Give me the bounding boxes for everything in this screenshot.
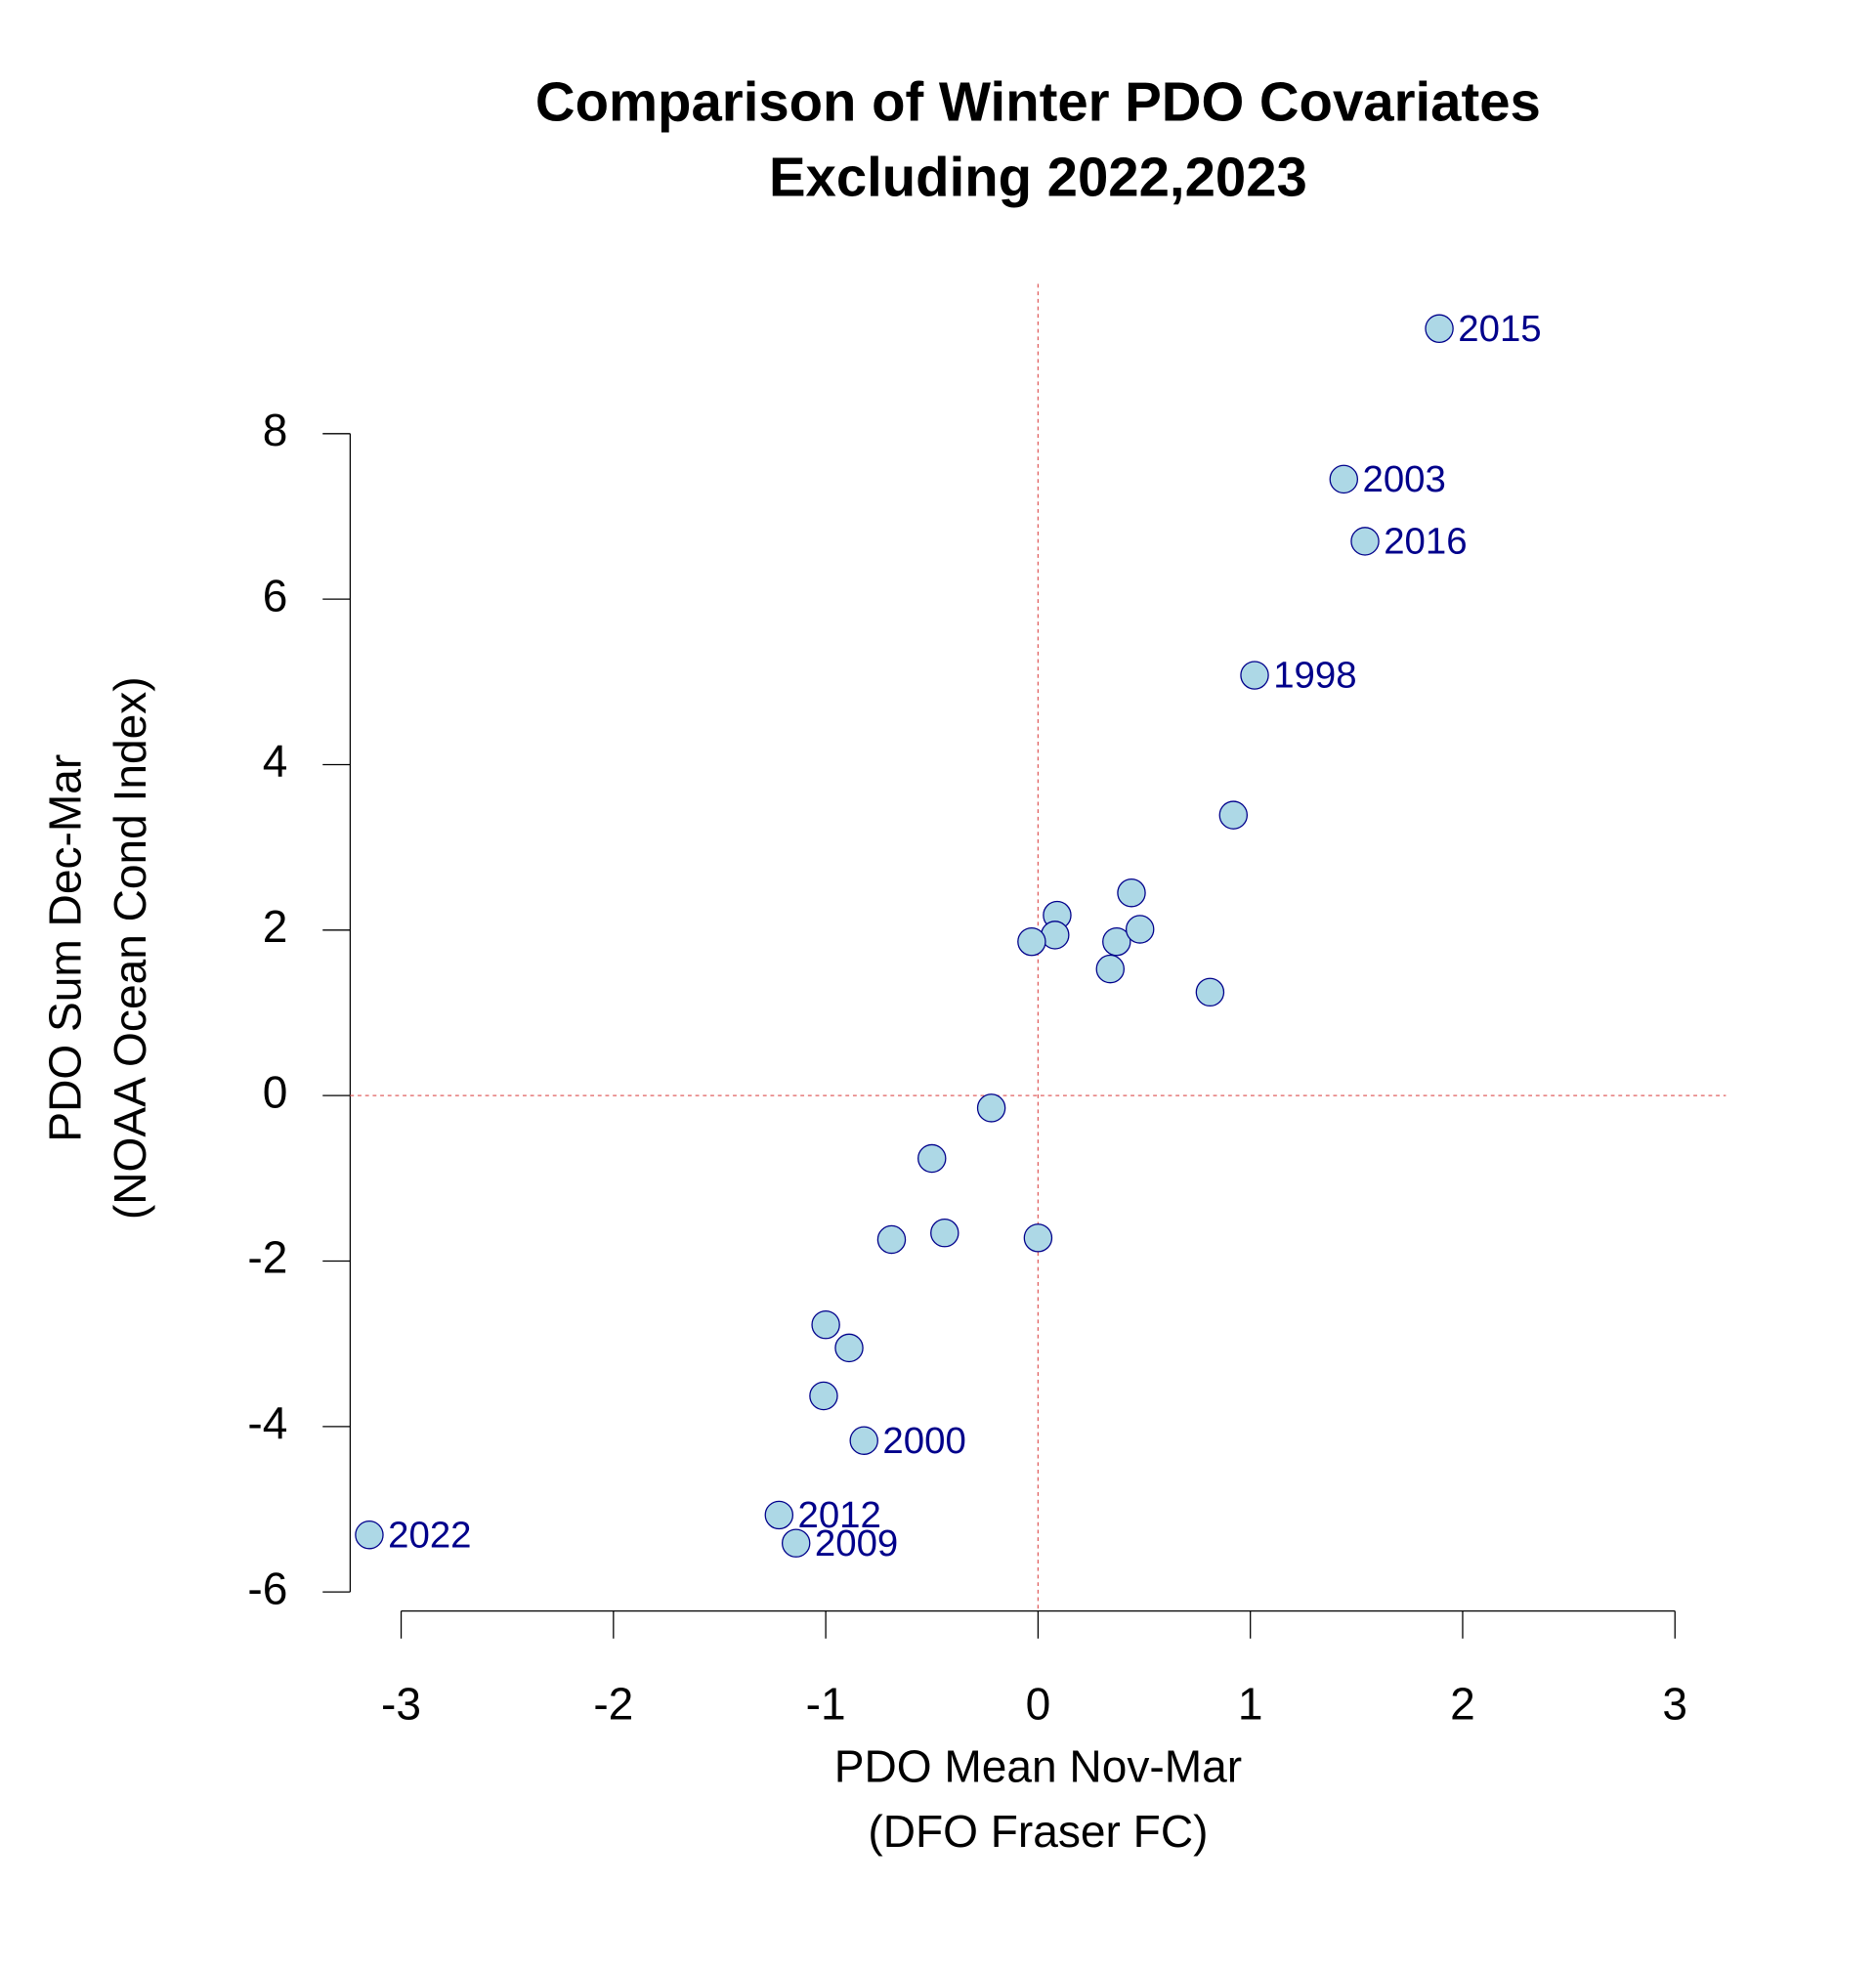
point (781, 1528, 811, 1558)
point-label: 2012 (798, 1494, 881, 1536)
point (1023, 1223, 1053, 1253)
x-tick-label: 3 (1662, 1678, 1687, 1729)
y-tick-label: 4 (263, 736, 288, 787)
point (764, 1500, 794, 1530)
y-axis-title: PDO Sum Dec-Mar (40, 754, 91, 1142)
point (1195, 977, 1225, 1007)
x-tick-label: -2 (593, 1678, 633, 1729)
x-axis-title: (DFO Fraser FC) (868, 1806, 1208, 1857)
point (1117, 878, 1146, 908)
x-tick-label: 0 (1026, 1678, 1051, 1729)
point (930, 1218, 959, 1248)
chart-subtitle: Excluding 2022,2023 (769, 146, 1307, 207)
point (355, 1520, 384, 1550)
point (834, 1333, 864, 1363)
y-axis-title: (NOAA Ocean Cond Index) (105, 676, 155, 1220)
y-tick-label: -2 (247, 1232, 287, 1283)
x-tick-label: 2 (1450, 1678, 1475, 1729)
point (1095, 954, 1125, 984)
point (1218, 800, 1249, 830)
point-label: 2003 (1362, 458, 1445, 500)
y-tick-label: -6 (247, 1563, 287, 1613)
point-label: 2022 (388, 1514, 471, 1556)
y-tick-label: 8 (263, 405, 288, 455)
chart-title: Comparison of Winter PDO Covariates (535, 71, 1541, 133)
y-tick-label: 2 (263, 901, 288, 952)
point (1425, 314, 1454, 344)
point (849, 1426, 878, 1455)
point (1102, 926, 1131, 957)
point (1017, 926, 1046, 957)
y-tick-label: -4 (247, 1397, 287, 1448)
x-tick-label: -3 (381, 1678, 421, 1729)
point (1350, 527, 1380, 556)
point (811, 1309, 840, 1340)
y-tick-label: 0 (263, 1066, 288, 1117)
x-axis-title: PDO Mean Nov-Mar (834, 1740, 1242, 1791)
x-tick-label: -1 (806, 1678, 846, 1729)
point-label: 2000 (882, 1420, 965, 1462)
point-label: 2015 (1458, 308, 1541, 350)
point (1329, 464, 1359, 494)
y-tick-label: 6 (263, 570, 288, 621)
point (1125, 915, 1155, 944)
point (917, 1143, 947, 1174)
x-tick-label: 1 (1238, 1678, 1263, 1729)
point (976, 1093, 1006, 1123)
point (809, 1381, 838, 1411)
point-label: 2009 (815, 1522, 898, 1564)
point (876, 1224, 907, 1255)
point-label: 1998 (1273, 655, 1356, 697)
point-label: 2016 (1384, 521, 1467, 563)
point (1240, 661, 1269, 690)
